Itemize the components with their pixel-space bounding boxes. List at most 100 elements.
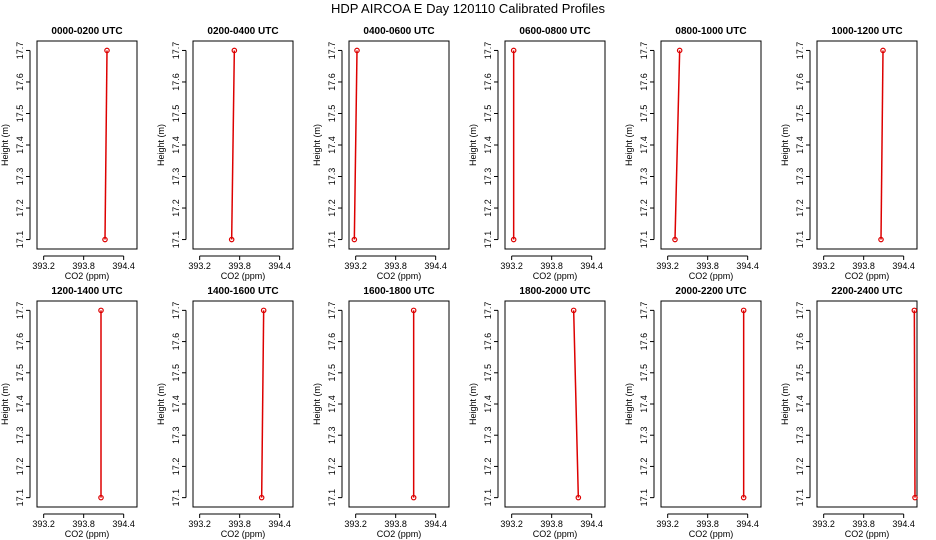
plot-frame — [36, 300, 138, 508]
y-axis-label: Height (m) — [312, 124, 322, 166]
x-tick-label: 393.8 — [540, 519, 563, 529]
y-tick-label: 17.4 — [639, 136, 649, 154]
y-axis-label: Height (m) — [156, 124, 166, 166]
x-tick-label: 393.2 — [32, 261, 55, 271]
data-point — [104, 47, 110, 54]
x-tick-label: 393.8 — [384, 261, 407, 271]
x-axis-label: CO2 (ppm) — [845, 271, 890, 281]
y-tick-label: 17.4 — [15, 395, 25, 413]
x-tick-label: 393.8 — [852, 261, 875, 271]
y-tick-label: 17.4 — [483, 136, 493, 154]
x-tick-label: 393.2 — [500, 261, 523, 271]
data-point — [676, 47, 683, 54]
y-tick-label: 17.4 — [327, 395, 337, 413]
x-tick-label: 393.8 — [696, 261, 719, 271]
x-tick-label: 394.4 — [112, 519, 135, 529]
y-tick-label: 17.1 — [795, 231, 805, 249]
y-tick-label: 17.6 — [795, 73, 805, 91]
y-tick-label: 17.4 — [327, 136, 337, 154]
y-tick-label: 17.5 — [15, 364, 25, 382]
y-tick-label: 17.5 — [639, 105, 649, 123]
y-tick-label: 17.2 — [483, 199, 493, 217]
y-tick-label: 17.6 — [15, 333, 25, 351]
y-tick-label: 17.5 — [171, 105, 181, 123]
y-tick-label: 17.7 — [171, 42, 181, 60]
x-tick-label: 393.2 — [344, 519, 367, 529]
x-axis-label: CO2 (ppm) — [221, 271, 266, 281]
x-axis-label: CO2 (ppm) — [689, 271, 734, 281]
data-point — [228, 236, 235, 243]
plot-frame — [504, 40, 606, 250]
x-tick-label: 393.8 — [540, 261, 563, 271]
plot-frame — [660, 300, 762, 508]
y-tick-label: 17.3 — [795, 426, 805, 444]
x-axis-label: CO2 (ppm) — [65, 271, 110, 281]
x-tick-label: 394.4 — [112, 261, 135, 271]
y-tick-label: 17.2 — [639, 458, 649, 476]
panel-title: 0400-0600 UTC — [363, 26, 434, 37]
x-axis-label: CO2 (ppm) — [65, 529, 110, 539]
y-axis-label: Height (m) — [156, 383, 166, 425]
y-axis-label: Height (m) — [780, 383, 790, 425]
x-axis-label: CO2 (ppm) — [377, 529, 422, 539]
y-tick-label: 17.2 — [15, 458, 25, 476]
x-tick-label: 393.2 — [656, 519, 679, 529]
plot-frame — [816, 40, 918, 250]
x-tick-label: 393.2 — [656, 261, 679, 271]
x-tick-label: 394.4 — [892, 519, 915, 529]
profile-line — [260, 310, 265, 498]
data-point — [740, 307, 747, 314]
y-tick-label: 17.7 — [15, 42, 25, 60]
y-tick-label: 17.5 — [639, 364, 649, 382]
x-tick-label: 394.4 — [580, 519, 603, 529]
data-point — [98, 307, 104, 314]
y-axis-label: Height (m) — [312, 383, 322, 425]
y-axis-label: Height (m) — [624, 124, 634, 166]
x-tick-label: 393.2 — [188, 519, 211, 529]
profile-line — [674, 50, 681, 240]
y-tick-label: 17.5 — [15, 105, 25, 123]
plot-frame — [192, 40, 294, 250]
y-tick-label: 17.1 — [639, 231, 649, 249]
y-tick-label: 17.3 — [171, 168, 181, 186]
y-tick-label: 17.4 — [15, 136, 25, 154]
y-tick-label: 17.6 — [171, 73, 181, 91]
data-point — [912, 494, 918, 501]
y-tick-label: 17.1 — [15, 231, 25, 249]
y-tick-label: 17.7 — [15, 302, 25, 320]
y-tick-label: 17.3 — [15, 426, 25, 444]
data-point — [911, 307, 918, 314]
y-tick-label: 17.4 — [795, 395, 805, 413]
x-axis-label: CO2 (ppm) — [377, 271, 422, 281]
y-tick-label: 17.1 — [327, 489, 337, 507]
y-tick-label: 17.3 — [639, 168, 649, 186]
y-tick-label: 17.7 — [639, 302, 649, 320]
data-point — [570, 307, 577, 314]
y-tick-label: 17.6 — [15, 73, 25, 91]
y-tick-label: 17.5 — [483, 364, 493, 382]
data-point — [672, 236, 678, 243]
plot-frame — [192, 300, 294, 508]
data-point — [510, 47, 517, 54]
y-tick-label: 17.5 — [483, 105, 493, 123]
y-tick-label: 17.2 — [795, 458, 805, 476]
y-tick-label: 17.1 — [639, 489, 649, 507]
x-tick-label: 394.4 — [736, 519, 759, 529]
y-axis-label: Height (m) — [468, 383, 478, 425]
plot-frame — [816, 300, 918, 508]
profile-line — [353, 50, 358, 240]
figure-title: HDP AIRCOA E Day 120110 Calibrated Profi… — [330, 1, 606, 16]
data-point — [880, 47, 886, 54]
data-point — [98, 494, 104, 501]
y-tick-label: 17.2 — [327, 458, 337, 476]
profile-line — [880, 50, 884, 240]
data-point — [102, 236, 108, 243]
y-tick-label: 17.1 — [795, 489, 805, 507]
